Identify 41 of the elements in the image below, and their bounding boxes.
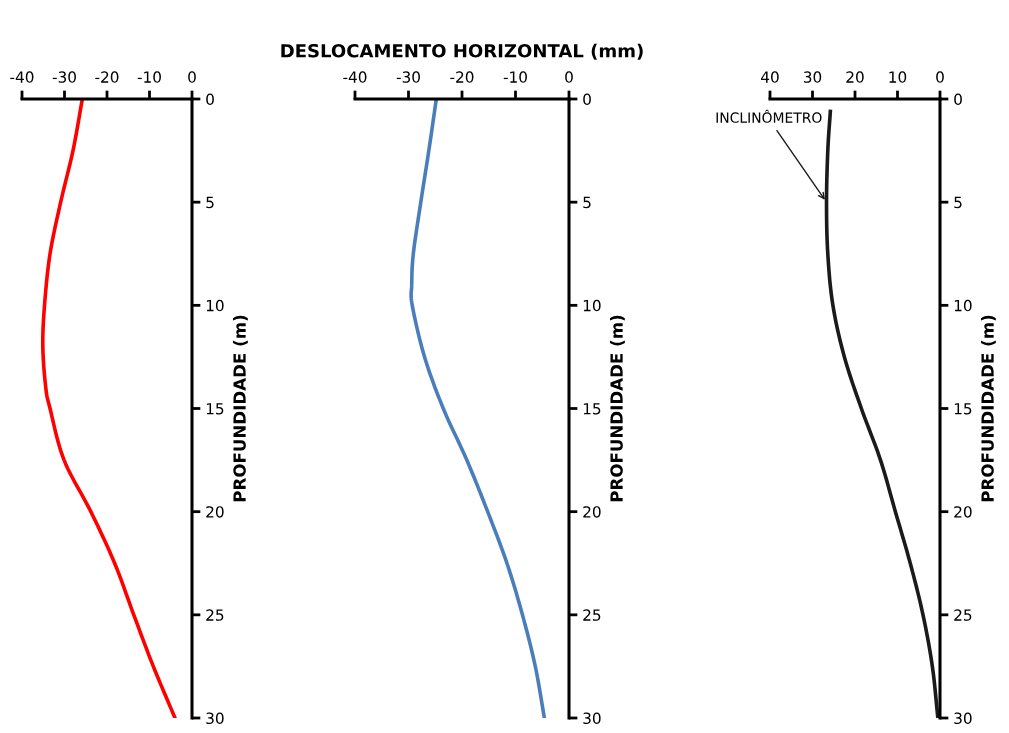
y-tick-label: 30 — [583, 712, 601, 725]
y-tick-label: 20 — [206, 506, 224, 518]
x-tick-label: 0 — [565, 71, 573, 83]
y-tick-label: 10 — [206, 299, 224, 312]
annotation: INCLINÔMETRO — [716, 109, 822, 123]
y-tick-label: 15 — [954, 403, 972, 415]
y-tick-label: 0 — [954, 93, 962, 106]
x-tick-label: 40 — [761, 71, 779, 83]
y-axis-title: PROFUNDIDADE (m) — [980, 315, 996, 502]
y-tick-label: 20 — [954, 506, 972, 518]
y-tick-label: 30 — [954, 712, 972, 725]
chart-title: DESLOCAMENTO HORIZONTAL (mm) — [281, 43, 643, 60]
y-tick-label: 5 — [954, 196, 962, 209]
y-tick-label: 5 — [206, 196, 214, 209]
x-tick-label: 30 — [803, 71, 822, 83]
x-tick-label: -30 — [52, 71, 76, 83]
y-tick-label: 25 — [583, 609, 601, 621]
y-axis-title: PROFUNDIDADE (m) — [609, 315, 625, 502]
y-tick-label: 30 — [206, 712, 224, 725]
y-tick-label: 5 — [583, 196, 591, 209]
y-tick-label: 15 — [206, 403, 224, 415]
y-tick-label: 0 — [583, 93, 591, 106]
y-tick-label: 25 — [954, 609, 972, 621]
y-tick-label: 20 — [583, 506, 601, 518]
y-tick-label: 15 — [583, 403, 601, 415]
x-tick-label: -30 — [396, 71, 420, 83]
x-tick-label: -20 — [450, 71, 474, 83]
x-tick-label: -40 — [10, 71, 34, 83]
y-axis-title: PROFUNDIDADE (m) — [232, 315, 248, 502]
x-tick-label: -10 — [503, 71, 527, 83]
x-tick-label: 20 — [846, 71, 864, 83]
y-tick-label: 0 — [206, 93, 214, 106]
x-tick-label: 0 — [936, 71, 944, 83]
x-tick-label: 10 — [889, 71, 907, 83]
x-tick-label: 0 — [188, 71, 196, 83]
y-tick-label: 10 — [954, 299, 972, 312]
x-tick-label: -10 — [137, 71, 161, 83]
y-tick-label: 10 — [583, 299, 601, 312]
y-tick-label: 25 — [206, 609, 224, 621]
x-tick-label: -40 — [343, 71, 367, 83]
x-tick-label: -20 — [95, 71, 119, 83]
